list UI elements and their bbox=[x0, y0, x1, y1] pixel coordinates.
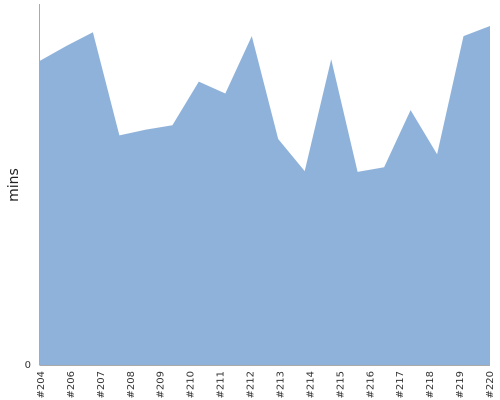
x-tick-label: #207 bbox=[96, 371, 107, 398]
x-tick-label: #216 bbox=[365, 371, 376, 398]
x-tick-label: #219 bbox=[455, 371, 466, 398]
x-tick-label: #210 bbox=[186, 371, 197, 398]
x-tick-label: #220 bbox=[485, 371, 496, 398]
x-tick-label: #217 bbox=[395, 371, 406, 398]
x-tick-label: #208 bbox=[126, 371, 137, 398]
y-tick-label: 0 bbox=[25, 360, 31, 371]
area-series bbox=[40, 26, 490, 365]
y-axis-label: mins bbox=[6, 168, 22, 202]
x-tick-label: #211 bbox=[216, 371, 227, 398]
x-tick-labels: #204 #206 #207 #208 #209 #210 #211 #212 #213 #214… bbox=[36, 371, 496, 398]
x-tick-label: #212 bbox=[246, 371, 257, 398]
plot-area bbox=[40, 26, 490, 365]
x-tick-label: #215 bbox=[335, 371, 346, 398]
x-tick-label: #213 bbox=[276, 371, 287, 398]
x-tick-label: #214 bbox=[305, 371, 316, 398]
x-tick-label: #218 bbox=[425, 371, 436, 398]
x-tick-label: #204 bbox=[36, 371, 47, 398]
x-tick-label: #209 bbox=[156, 371, 167, 398]
x-tick-label: #206 bbox=[66, 371, 77, 398]
